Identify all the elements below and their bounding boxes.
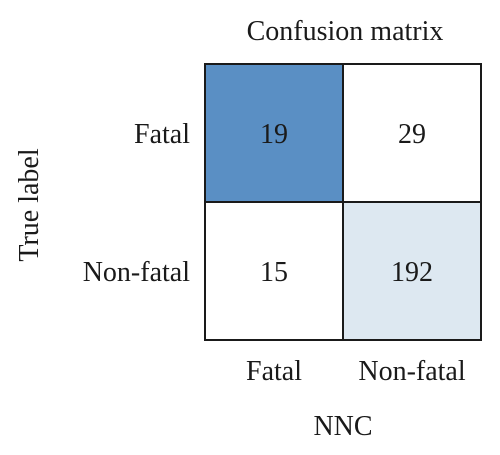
y-tick-labels: Fatal Non-fatal bbox=[83, 119, 191, 288]
matrix-cell bbox=[342, 63, 482, 203]
x-axis-label: NNC bbox=[313, 411, 372, 442]
x-tick-label: Non-fatal bbox=[358, 356, 466, 387]
matrix-cells: 19 29 15 192 bbox=[204, 63, 482, 341]
cell-value-label: 29 bbox=[398, 119, 426, 150]
y-axis-label: True label bbox=[14, 148, 45, 262]
cell-value-label: 15 bbox=[260, 257, 288, 288]
matrix-cell bbox=[342, 201, 482, 341]
x-tick-labels: Fatal Non-fatal bbox=[246, 356, 466, 387]
chart-title: Confusion matrix bbox=[247, 16, 444, 47]
x-tick-label: Fatal bbox=[246, 356, 302, 387]
cell-value-label: 192 bbox=[391, 257, 433, 288]
y-tick-label: Fatal bbox=[134, 119, 190, 150]
cell-value-label: 19 bbox=[260, 119, 288, 150]
y-tick-label: Non-fatal bbox=[83, 257, 191, 288]
matrix-cell bbox=[204, 63, 344, 203]
matrix-cell bbox=[204, 201, 344, 341]
